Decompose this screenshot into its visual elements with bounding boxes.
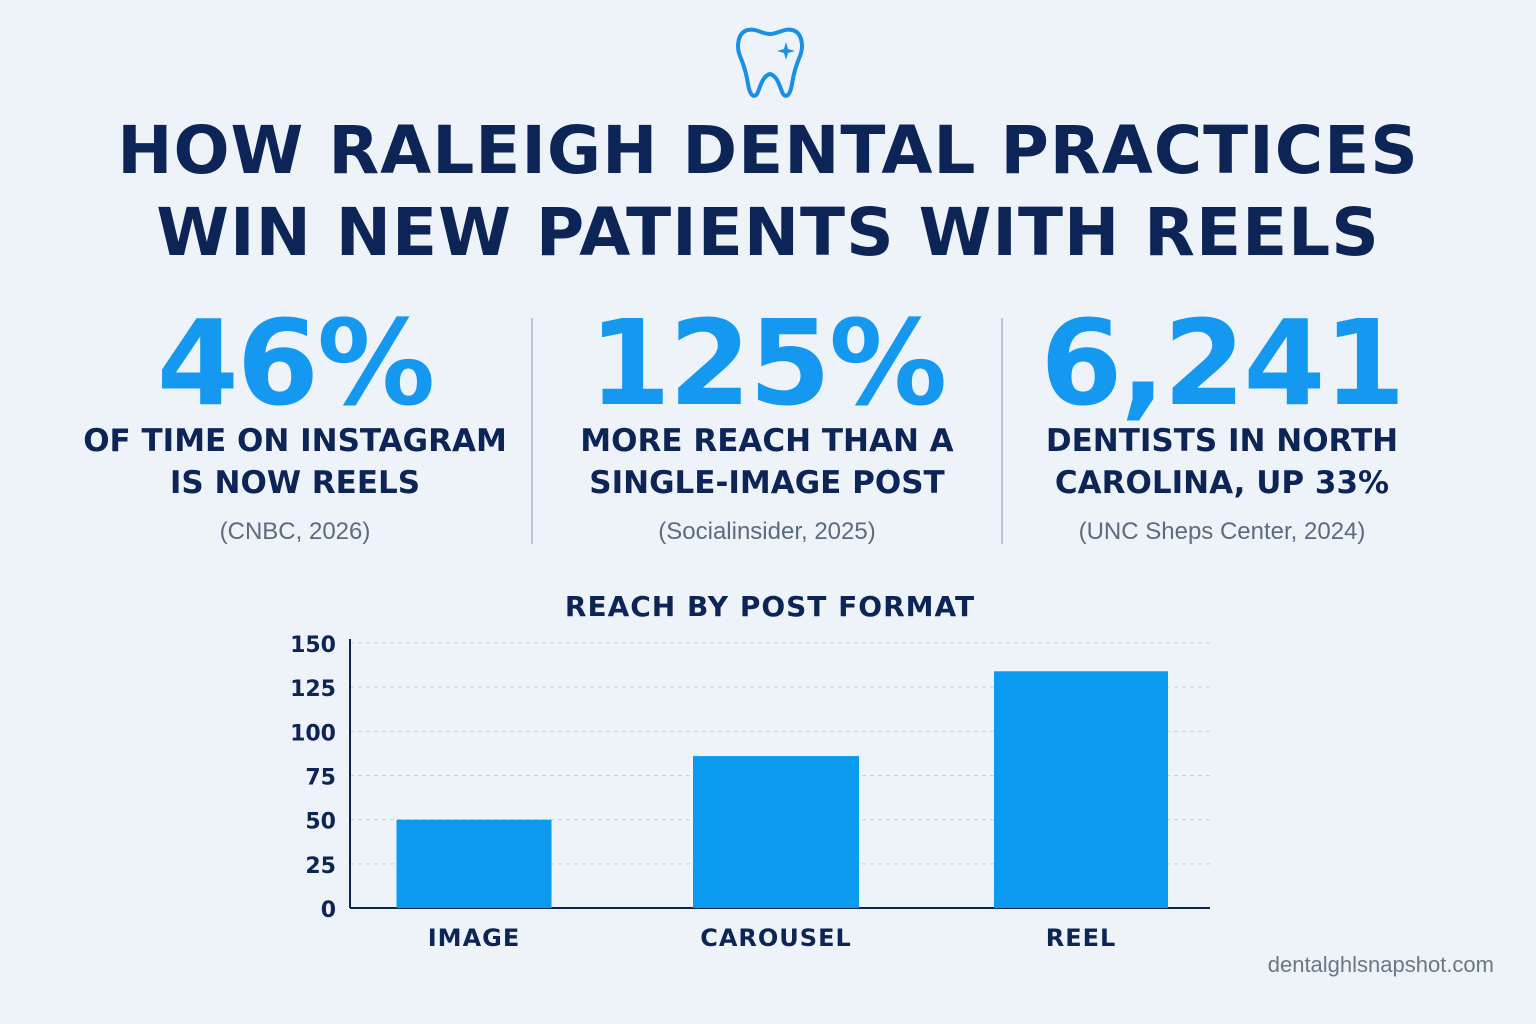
stat-desc-line-2: IS NOW REELS: [169, 465, 421, 501]
y-tick-label: 75: [305, 766, 336, 791]
title-line-2: WIN NEW PATIENTS WITH REELS: [156, 194, 1380, 271]
y-tick-label: 25: [305, 854, 336, 879]
tooth-sparkle-icon: [736, 27, 804, 98]
bar-image: [396, 819, 552, 908]
stat-divider: [531, 318, 533, 544]
stat-source: (Socialinsider, 2025): [658, 518, 876, 545]
stat-instagram-reels: 46% OF TIME ON INSTAGRAM IS NOW REELS (C…: [65, 298, 525, 546]
x-tick-label: IMAGE: [428, 924, 520, 952]
stat-dentists: 6,241 DENTISTS IN NORTH CAROLINA, UP 33%…: [992, 298, 1452, 546]
stat-reach: 125% MORE REACH THAN A SINGLE-IMAGE POST…: [537, 298, 997, 546]
stat-source: (UNC Sheps Center, 2024): [1078, 518, 1366, 545]
bar-reel: [994, 671, 1168, 908]
y-tick-label: 0: [321, 898, 336, 923]
y-tick-label: 50: [305, 810, 336, 835]
stat-desc-line-2: SINGLE-IMAGE POST: [589, 465, 945, 501]
page-title: HOW RALEIGH DENTAL PRACTICES WIN NEW PAT…: [0, 110, 1536, 274]
stat-desc-line-1: OF TIME ON INSTAGRAM: [83, 423, 507, 459]
y-tick-label: 150: [290, 633, 336, 658]
y-tick-label: 125: [290, 677, 336, 702]
stat-description: MORE REACH THAN A SINGLE-IMAGE POST: [537, 420, 997, 504]
stat-desc-line-2: CAROLINA, UP 33%: [1054, 465, 1390, 501]
stat-divider: [1001, 318, 1003, 544]
footer-url: dentalghlsnapshot.com: [1267, 952, 1494, 977]
stat-value: 6,241: [1040, 294, 1405, 432]
chart-title: REACH BY POST FORMAT: [564, 590, 976, 623]
stat-description: DENTISTS IN NORTH CAROLINA, UP 33%: [992, 420, 1452, 504]
title-line-1: HOW RALEIGH DENTAL PRACTICES: [117, 112, 1419, 189]
stat-value: 46%: [156, 294, 435, 432]
x-tick-label: REEL: [1046, 924, 1117, 952]
stat-description: OF TIME ON INSTAGRAM IS NOW REELS: [65, 420, 525, 504]
stat-source: (CNBC, 2026): [219, 518, 371, 545]
x-tick-label: CAROUSEL: [700, 924, 852, 952]
bar-carousel: [693, 756, 859, 908]
stat-desc-line-1: DENTISTS IN NORTH: [1045, 423, 1399, 459]
stat-desc-line-1: MORE REACH THAN A: [580, 423, 954, 459]
stat-value: 125%: [588, 294, 948, 432]
y-tick-label: 100: [290, 721, 336, 746]
